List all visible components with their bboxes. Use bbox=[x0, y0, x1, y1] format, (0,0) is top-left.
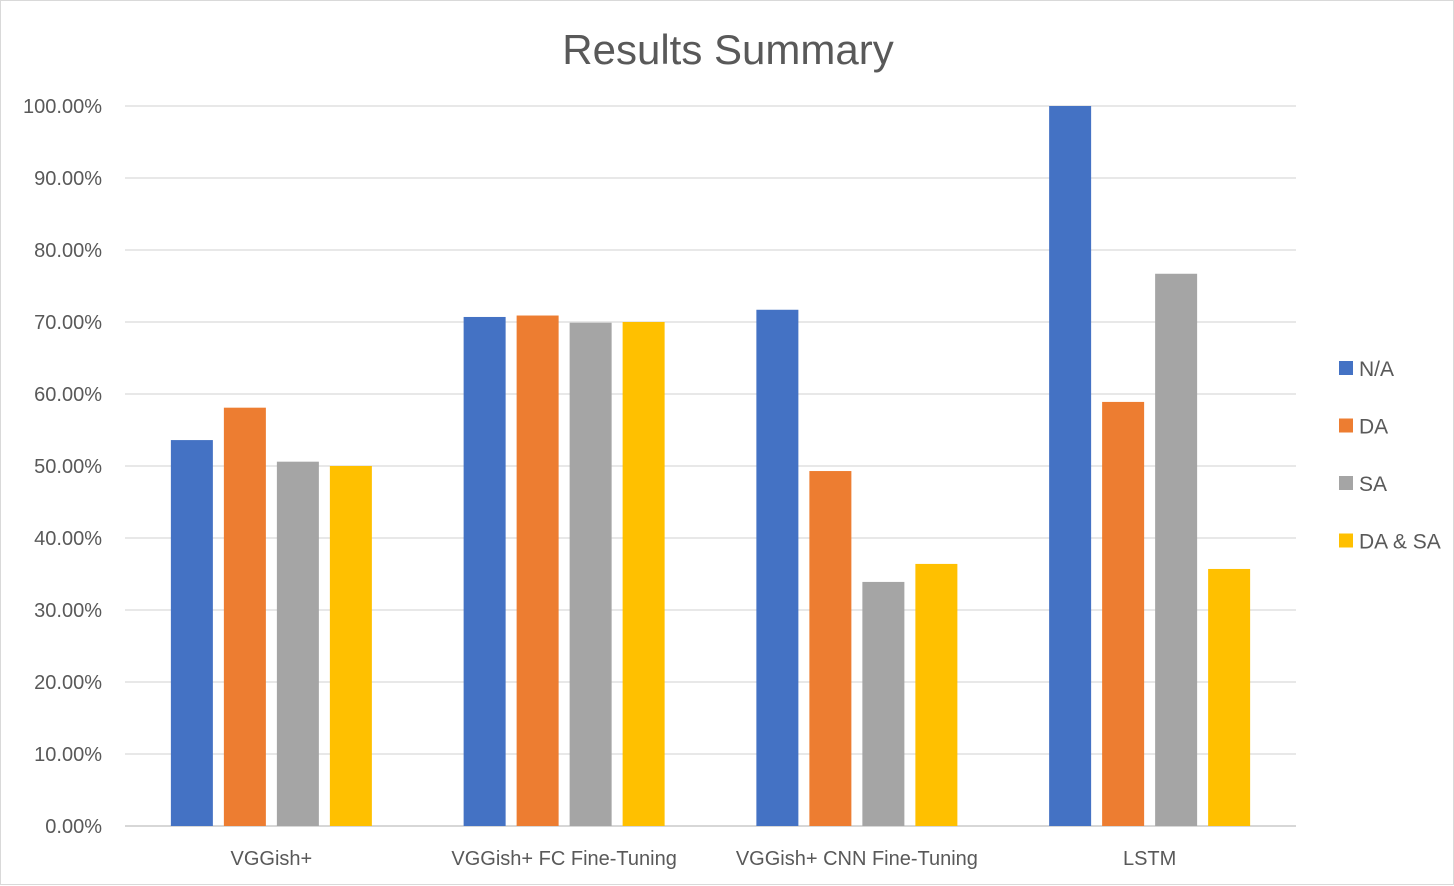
bar bbox=[622, 322, 665, 826]
legend-label: N/A bbox=[1359, 358, 1394, 381]
bar bbox=[329, 466, 372, 826]
legend-label: SA bbox=[1359, 473, 1387, 496]
y-tick-label: 60.00% bbox=[34, 384, 102, 406]
chart-title: Results Summary bbox=[562, 26, 893, 73]
bar bbox=[276, 461, 319, 826]
y-axis-ticks: 0.00% 10.00% 20.00% 30.00% 40.00% 50.00% 60.00… bbox=[23, 96, 102, 838]
x-tick-label: VGGish+ CNN Fine-Tuning bbox=[736, 848, 978, 870]
legend-swatch bbox=[1339, 533, 1353, 548]
bar bbox=[1208, 568, 1251, 826]
bar bbox=[1155, 273, 1198, 826]
y-tick-label: 20.00% bbox=[34, 672, 102, 694]
bar bbox=[1102, 401, 1145, 826]
legend-label: DA & SA bbox=[1359, 531, 1441, 554]
y-tick-label: 90.00% bbox=[34, 168, 102, 190]
y-tick-label: 40.00% bbox=[34, 528, 102, 550]
legend-swatch bbox=[1339, 361, 1353, 375]
bar bbox=[170, 440, 213, 826]
x-tick-label: LSTM bbox=[1123, 848, 1176, 870]
bar bbox=[915, 563, 958, 826]
y-tick-label: 70.00% bbox=[34, 312, 102, 334]
bar bbox=[569, 322, 612, 826]
bar bbox=[756, 309, 799, 826]
x-tick-label: VGGish+ bbox=[231, 848, 313, 870]
x-tick-label: VGGish+ FC Fine-Tuning bbox=[451, 848, 676, 870]
bars bbox=[170, 106, 1251, 826]
legend-swatch bbox=[1339, 476, 1353, 490]
y-tick-label: 0.00% bbox=[45, 816, 102, 838]
x-axis-ticks: VGGish+ VGGish+ FC Fine-Tuning VGGish+ CNN… bbox=[231, 848, 1177, 870]
legend-swatch bbox=[1339, 418, 1353, 433]
bar bbox=[463, 316, 506, 826]
y-tick-label: 10.00% bbox=[34, 744, 102, 766]
bar bbox=[516, 315, 559, 826]
y-tick-label: 50.00% bbox=[34, 456, 102, 478]
y-tick-label: 100.00% bbox=[23, 96, 102, 118]
bar bbox=[862, 581, 905, 826]
legend: N/A DA SA DA & SA bbox=[1339, 358, 1441, 554]
y-tick-label: 80.00% bbox=[34, 240, 102, 262]
bar bbox=[809, 471, 852, 826]
bar bbox=[223, 407, 266, 826]
grid-lines bbox=[125, 105, 1296, 827]
y-tick-label: 30.00% bbox=[34, 600, 102, 622]
legend-label: DA bbox=[1359, 416, 1388, 439]
bar bbox=[1049, 106, 1092, 826]
